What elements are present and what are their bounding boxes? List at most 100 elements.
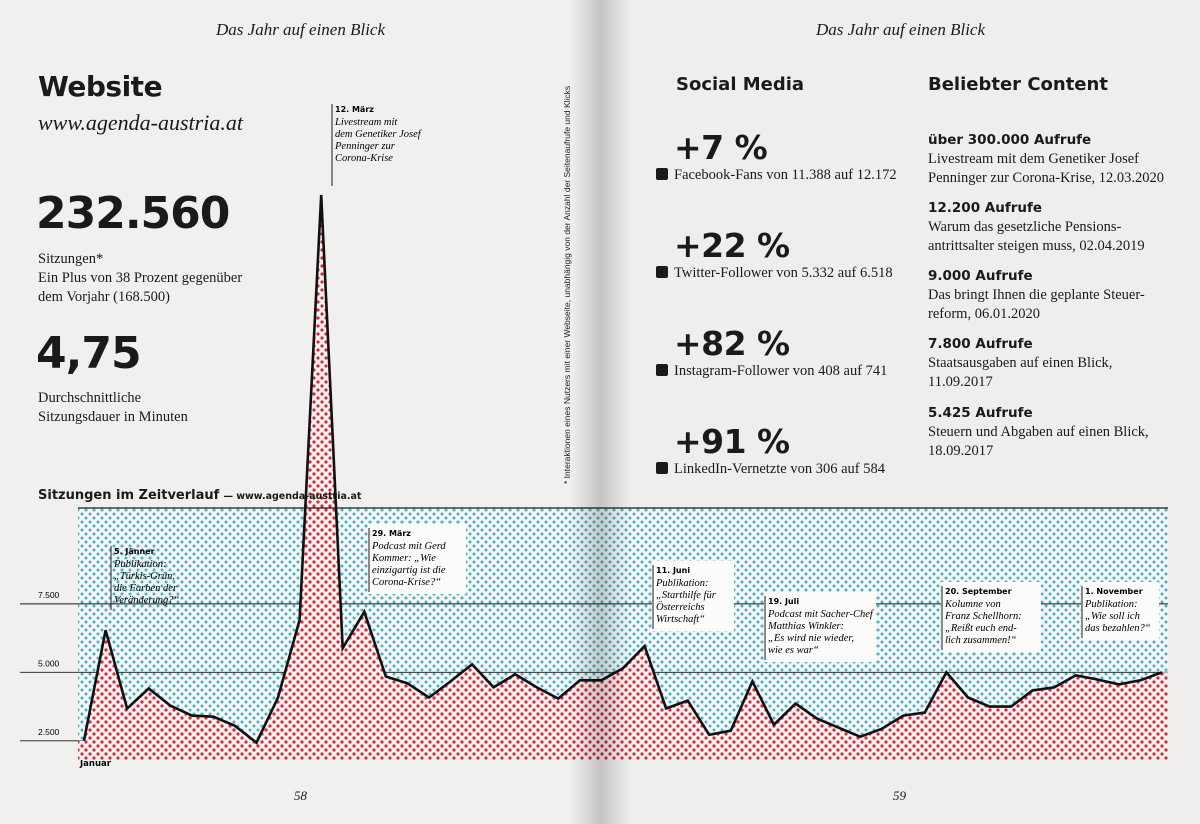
- stat-line: Facebook-Fans von 11.388 auf 12.172: [656, 166, 897, 185]
- page-number: 59: [893, 788, 906, 803]
- text-line: Livestream mit dem Genetiker Josef: [928, 151, 1139, 167]
- annotation-text: Franz Schellhorn:: [944, 611, 1022, 622]
- annotation: 1. November Publikation:„Wie soll ichdas …: [1081, 582, 1159, 640]
- stat-text: LinkedIn-Vernetzte von 306 auf 584: [674, 461, 885, 477]
- annotation-text: Kommer: „Wie: [371, 553, 436, 564]
- text-line: Staatsausgaben auf einen Blick,: [928, 355, 1113, 371]
- stat-line: Instagram-Follower von 408 auf 741: [656, 362, 887, 381]
- stat-text: Twitter-Follower von 5.332 auf 6.518: [674, 265, 893, 281]
- footnote: * Interaktionen eines Nutzers mit einer …: [562, 85, 572, 484]
- big-number: 232.560: [36, 188, 230, 239]
- text-block: Warum das gesetzliche Pensions-antrittsa…: [928, 218, 1145, 256]
- chart-heading: Sitzungen im Zeitverlauf — www.agenda-au…: [38, 488, 361, 503]
- y-tick-label: 5.000: [38, 658, 60, 668]
- annotation-text: „Türkis-Grün,: [114, 571, 175, 582]
- annotation-date: 5. Jänner: [114, 547, 155, 556]
- annotation: 5. Jänner Publikation:„Türkis-Grün,die Fa…: [110, 546, 179, 610]
- y-tick-label: 2.500: [38, 727, 60, 737]
- views: 5.425 Aufrufe: [928, 405, 1033, 421]
- annotation: 19. Juli Podcast mit Sacher-ChefMatthias …: [764, 592, 876, 662]
- area-fill: [78, 194, 1168, 760]
- stat-value: +7 %: [674, 128, 768, 167]
- annotation-date: 11. Juni: [656, 566, 690, 575]
- section-title: Social Media: [676, 74, 805, 95]
- text-line: Durchschnittliche: [38, 390, 142, 406]
- annotation-date: 1. November: [1085, 587, 1143, 596]
- annotation-text: „Reißt euch end-: [945, 623, 1017, 634]
- annotation-box: [368, 524, 466, 594]
- views: 9.000 Aufrufe: [928, 268, 1033, 284]
- text-line: 11.09.2017: [928, 374, 993, 390]
- icon: [656, 266, 668, 278]
- y-tick-label: 7.500: [38, 590, 60, 600]
- annotation-text: Corona-Krise: [335, 153, 393, 164]
- text-line: Steuern und Abgaben auf einen Blick,: [928, 424, 1149, 440]
- stat-value: +82 %: [674, 324, 790, 363]
- chart-title: Sitzungen im Zeitverlauf: [38, 488, 220, 503]
- annotation-text: einzigartig ist die: [372, 565, 446, 576]
- stat-value: +91 %: [674, 422, 790, 461]
- annotation-text: Kolumne von: [944, 599, 1001, 610]
- annotation-text: Matthias Winkler:: [767, 621, 844, 632]
- text-line: reform, 06.01.2020: [928, 306, 1040, 322]
- annotation-box: [764, 592, 876, 662]
- annotation-text: dem Genetiker Josef: [335, 129, 423, 140]
- annotation-text: wie es war“: [768, 645, 819, 656]
- x-tick-label: Januar: [79, 759, 112, 769]
- annotation-text: Livestream mit: [334, 117, 398, 128]
- annotation-text: lich zusammen!“: [945, 635, 1017, 646]
- text-block: Das bringt Ihnen die geplante Steuer-ref…: [928, 286, 1145, 324]
- views: 12.200 Aufrufe: [928, 200, 1043, 216]
- annotation-text: „Es wird nie wieder,: [768, 633, 854, 644]
- icon: [656, 364, 668, 376]
- text-line: 18.09.2017: [928, 443, 994, 459]
- text-block: Staatsausgaben auf einen Blick, 11.09.201…: [928, 354, 1112, 392]
- views: 7.800 Aufrufe: [928, 336, 1033, 352]
- annotation-date: 20. September: [945, 587, 1012, 596]
- text-line: Penninger zur Corona-Krise, 12.03.2020: [928, 170, 1164, 186]
- stat-line: Twitter-Follower von 5.332 auf 6.518: [656, 264, 893, 283]
- chart-subtitle: — www.agenda-austria.at: [223, 491, 362, 502]
- section-title: Beliebter Content: [928, 74, 1108, 95]
- annotation-text: Veränderung?“: [114, 595, 179, 606]
- text-block: Steuern und Abgaben auf einen Blick, 18.0…: [928, 423, 1149, 461]
- text-line: Sitzungen*: [38, 251, 104, 267]
- annotation-text: das bezahlen?“: [1085, 623, 1151, 634]
- annotation-text: Podcast mit Gerd: [371, 541, 446, 552]
- annotation-text: Publikation:: [655, 578, 709, 589]
- annotation-text: Publikation:: [1084, 599, 1138, 610]
- text-line: antrittsalter steigen muss, 02.04.2019: [928, 238, 1145, 254]
- annotation-text: Österreichs: [656, 601, 705, 613]
- stat-value: +22 %: [674, 226, 790, 265]
- annotation-text: „Wie soll ich: [1085, 611, 1140, 622]
- annotation-text: Penninger zur: [334, 141, 396, 152]
- text-block: Durchschnittliche Sitzungsdauer in Minut…: [38, 389, 188, 427]
- big-number: 4,75: [36, 328, 142, 379]
- icon: [656, 168, 668, 180]
- annotation-box: [1081, 582, 1159, 640]
- annotation-text: Publikation:: [113, 559, 167, 570]
- running-title: Das Jahr auf einen Blick: [216, 20, 386, 39]
- annotation-text: Wirtschaft“: [656, 614, 705, 625]
- annotation-box: [652, 561, 734, 631]
- annotation-date: 29. März: [372, 529, 411, 538]
- annotation-text: die Farben der: [114, 583, 178, 594]
- text-line: dem Vorjahr (168.500): [38, 289, 170, 305]
- annotation-text: Corona-Krise?“: [372, 577, 441, 588]
- annotation-text: Podcast mit Sacher-Chef: [767, 609, 875, 620]
- text-line: Sitzungsdauer in Minuten: [38, 409, 188, 425]
- stat-text: Instagram-Follower von 408 auf 741: [674, 363, 888, 379]
- page-number: 58: [294, 788, 307, 803]
- icon: [656, 462, 668, 474]
- url: www.agenda-austria.at: [38, 110, 243, 135]
- annotation-date: 19. Juli: [768, 597, 799, 606]
- section-title: Website: [38, 70, 163, 103]
- annotation-text: „Starthilfe für: [656, 590, 717, 601]
